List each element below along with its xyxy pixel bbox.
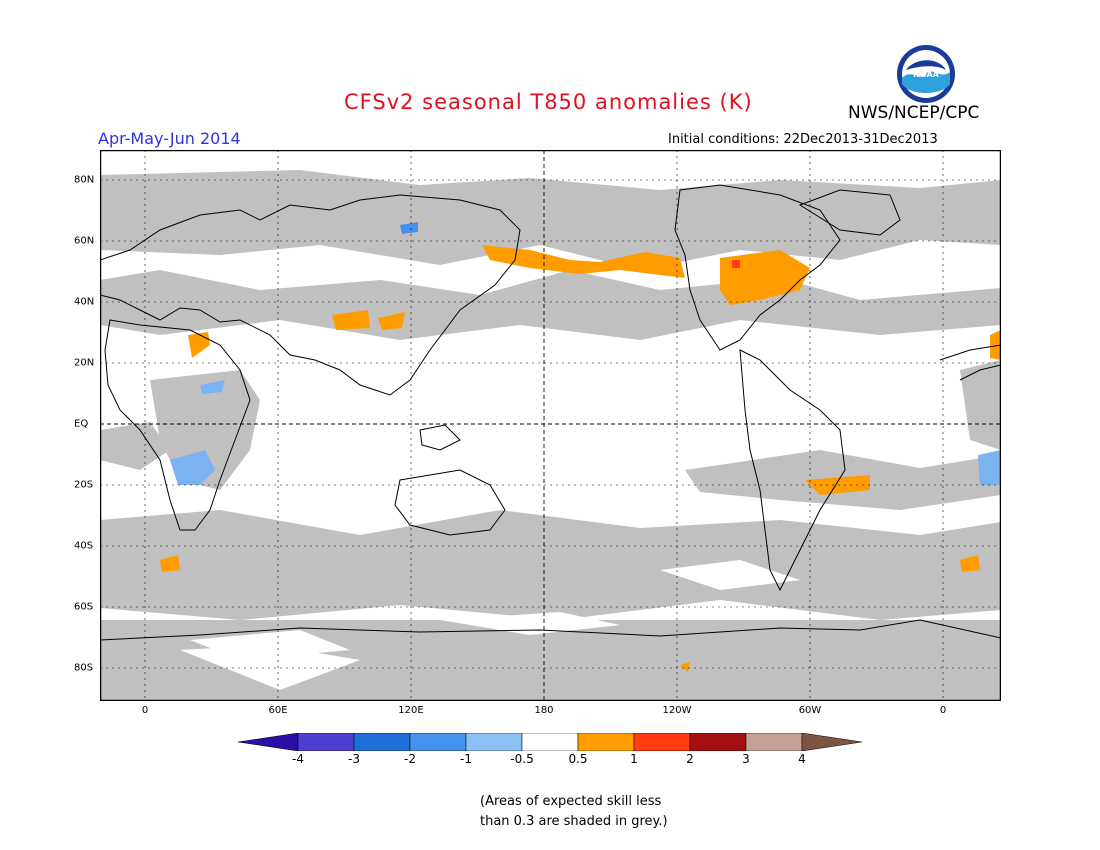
colorbar-left-arrow bbox=[238, 733, 299, 751]
y-tick-label: 60S bbox=[74, 601, 94, 613]
graticule bbox=[100, 150, 1001, 701]
y-tick-label: 20N bbox=[74, 357, 95, 369]
colorbar-segment bbox=[577, 733, 635, 751]
colorbar-segment bbox=[745, 733, 803, 751]
x-tick-label: 0 bbox=[141, 705, 149, 716]
colorbar-label: 3 bbox=[742, 752, 750, 766]
skill-note-line: than 0.3 are shaded in grey.) bbox=[480, 814, 668, 829]
colorbar-label: -2 bbox=[404, 752, 416, 766]
x-tick-label: 60W bbox=[798, 705, 822, 716]
y-tick-label: 80N bbox=[74, 174, 95, 186]
map-title: CFSv2 seasonal T850 anomalies (K) bbox=[344, 90, 753, 114]
y-tick-label: 20S bbox=[74, 479, 94, 491]
skill-note: (Areas of expected skill less than 0.3 a… bbox=[480, 792, 668, 832]
colorbar-segment bbox=[353, 733, 411, 751]
x-tick-label: 60E bbox=[268, 705, 288, 716]
colorbar-segment bbox=[409, 733, 467, 751]
noaa-logo: NOAA bbox=[897, 45, 955, 103]
y-tick-label: EQ bbox=[74, 418, 89, 430]
y-tick-label: 60N bbox=[74, 235, 95, 247]
reference-lines bbox=[100, 150, 1001, 701]
skill-note-line: (Areas of expected skill less bbox=[480, 794, 662, 809]
colorbar-label: 0.5 bbox=[568, 752, 588, 766]
warm-hotspot bbox=[732, 260, 740, 268]
x-tick-label: 0 bbox=[939, 705, 947, 716]
colorbar-label: -1 bbox=[460, 752, 472, 766]
colorbar-segment bbox=[633, 733, 691, 751]
anomaly-map bbox=[100, 150, 1001, 701]
agency-label: NWS/NCEP/CPC bbox=[848, 103, 980, 123]
colorbar-label: -4 bbox=[292, 752, 304, 766]
y-tick-label: 80S bbox=[74, 662, 94, 674]
x-tick-label: 120E bbox=[398, 705, 424, 716]
colorbar-label: 2 bbox=[686, 752, 694, 766]
x-tick-label: 120W bbox=[662, 705, 692, 716]
warm-anomalies bbox=[160, 245, 1001, 672]
x-tick-label: 180 bbox=[534, 705, 554, 716]
colorbar-label: -0.5 bbox=[510, 752, 534, 766]
colorbar-label: 4 bbox=[798, 752, 806, 766]
colorbar-segment bbox=[521, 733, 579, 751]
season-label: Apr-May-Jun 2014 bbox=[98, 129, 241, 148]
colorbar-segment bbox=[689, 733, 747, 751]
colorbar-label: -3 bbox=[348, 752, 360, 766]
colorbar-right-arrow bbox=[801, 733, 862, 751]
y-tick-label: 40S bbox=[74, 540, 94, 552]
colorbar-segment bbox=[465, 733, 523, 751]
white-gaps bbox=[180, 560, 800, 690]
cold-anomalies bbox=[170, 222, 1001, 485]
color-scale-bar bbox=[238, 733, 862, 751]
initial-conditions-label: Initial conditions: 22Dec2013-31Dec2013 bbox=[668, 132, 938, 147]
colorbar-label: 1 bbox=[630, 752, 638, 766]
colorbar-segment bbox=[297, 733, 355, 751]
coastlines bbox=[100, 184, 1001, 641]
logo-text: NOAA bbox=[913, 70, 939, 79]
y-tick-label: 40N bbox=[74, 296, 95, 308]
